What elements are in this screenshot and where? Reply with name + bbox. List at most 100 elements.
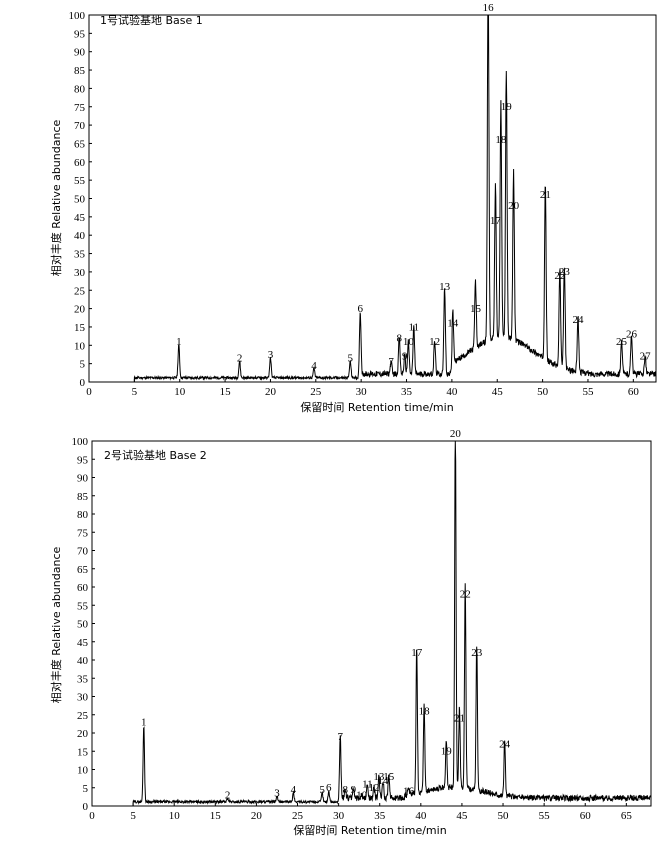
y-tick-label: 60 [74, 157, 86, 169]
peak-label: 20 [450, 428, 462, 440]
x-tick-label: 35 [374, 810, 386, 822]
x-tick-label: 60 [580, 810, 592, 822]
y-tick-label: 80 [77, 509, 89, 521]
chart-panel-base-2: 2号试验基地 Base 2 保留时间 Retention time/min 相对… [49, 428, 652, 837]
y-tick-label: 30 [77, 692, 89, 704]
y-tick-label: 25 [74, 285, 86, 297]
y-tick-label: 30 [74, 267, 86, 279]
peak-label: 21 [454, 713, 465, 725]
peak-label: 10 [403, 336, 415, 348]
peak-label: 4 [291, 784, 297, 796]
x-tick-label: 60 [628, 386, 640, 398]
peak-label: 17 [490, 215, 502, 227]
x-tick-label: 10 [174, 386, 186, 398]
y-axis-title-base-2: 相对丰度 Relative abundance [49, 547, 63, 704]
peak-label: 27 [640, 351, 652, 363]
plot-frame [91, 440, 652, 807]
y-tick-label: 45 [74, 212, 86, 224]
peak-label: 14 [447, 318, 459, 330]
y-tick-label: 75 [74, 102, 86, 114]
peak-label: 1 [176, 336, 182, 348]
y-tick-label: 40 [77, 655, 89, 667]
peak-label: 1 [141, 716, 147, 728]
x-axis-title-base-1: 保留时间 Retention time/min [300, 400, 453, 414]
peak-label: 13 [373, 771, 385, 783]
y-tick-label: 25 [77, 710, 89, 722]
peak-label: 5 [319, 784, 325, 796]
peak-label: 2 [237, 352, 243, 364]
peak-label: 23 [559, 266, 571, 278]
y-tick-label: 60 [77, 582, 89, 594]
peak-label: 11 [408, 321, 419, 333]
peak-label: 3 [274, 788, 280, 800]
y-tick-label: 70 [74, 120, 86, 132]
y-tick-label: 85 [74, 65, 86, 77]
y-axis-title-base-1: 相对丰度 Relative abundance [49, 120, 63, 277]
y-tick-label: 90 [77, 473, 89, 485]
x-tick-label: 55 [582, 386, 594, 398]
y-tick-label: 100 [72, 436, 89, 448]
y-tick-label: 100 [69, 10, 86, 22]
peak-label: 7 [388, 356, 394, 368]
x-axis-title-base-2: 保留时间 Retention time/min [293, 823, 446, 837]
x-tick-label: 35 [401, 386, 413, 398]
peak-label: 6 [358, 303, 364, 315]
peak-label: 2 [225, 789, 231, 801]
x-tick-label: 50 [498, 810, 510, 822]
x-tick-label: 30 [356, 386, 368, 398]
y-tick-label: 5 [83, 783, 89, 795]
y-tick-label: 65 [74, 138, 86, 150]
peak-label: 16 [403, 786, 415, 798]
peak-label: 8 [342, 784, 348, 796]
y-tick-label: 55 [74, 175, 86, 187]
peak-label: 17 [411, 647, 423, 659]
peak-label: 12 [368, 782, 379, 794]
y-tick-label: 85 [77, 491, 89, 503]
peak-label: 4 [311, 360, 317, 372]
y-tick-label: 20 [74, 304, 86, 316]
peak-label: 9 [351, 784, 357, 796]
y-tick-label: 10 [74, 340, 86, 352]
peak-label: 14 [378, 775, 390, 787]
peak-label: 16 [483, 2, 495, 14]
x-tick-label: 25 [310, 386, 322, 398]
chart-title-base-1: 1号试验基地 Base 1 [100, 13, 203, 27]
x-tick-label: 40 [446, 386, 458, 398]
y-tick-label: 40 [74, 230, 86, 242]
chromatogram-trace [133, 14, 657, 383]
x-tick-label: 20 [251, 810, 263, 822]
y-tick-label: 5 [80, 359, 86, 371]
x-tick-label: 0 [89, 810, 95, 822]
x-tick-label: 50 [537, 386, 549, 398]
y-tick-label: 70 [77, 546, 89, 558]
y-tick-label: 50 [74, 194, 86, 206]
chart-panel-base-1: 1号试验基地 Base 1 保留时间 Retention time/min 相对… [49, 2, 657, 414]
peak-label: 15 [383, 771, 395, 783]
y-tick-label: 75 [77, 527, 89, 539]
y-tick-label: 55 [77, 600, 89, 612]
peak-label: 5 [348, 352, 354, 364]
peak-label: 19 [501, 101, 513, 113]
x-tick-label: 10 [169, 810, 181, 822]
y-tick-label: 15 [77, 746, 89, 758]
y-tick-label: 10 [77, 765, 89, 777]
x-tick-label: 0 [86, 386, 92, 398]
x-tick-label: 5 [132, 386, 138, 398]
x-tick-label: 20 [265, 386, 277, 398]
peak-label: 25 [616, 336, 628, 348]
peak-label: 22 [554, 270, 565, 282]
peak-label: 9 [402, 351, 408, 363]
y-tick-label: 35 [77, 673, 89, 685]
peak-label: 18 [419, 705, 431, 717]
y-tick-label: 35 [74, 249, 86, 261]
y-tick-label: 50 [77, 619, 89, 631]
x-tick-label: 55 [539, 810, 551, 822]
peak-label: 19 [441, 746, 453, 758]
y-tick-label: 65 [77, 564, 89, 576]
peak-label: 24 [499, 738, 511, 750]
peak-label: 12 [429, 336, 440, 348]
peak-label: 8 [397, 332, 403, 344]
y-tick-label: 90 [74, 47, 86, 59]
peak-label: 18 [495, 134, 507, 146]
x-tick-label: 65 [621, 810, 633, 822]
